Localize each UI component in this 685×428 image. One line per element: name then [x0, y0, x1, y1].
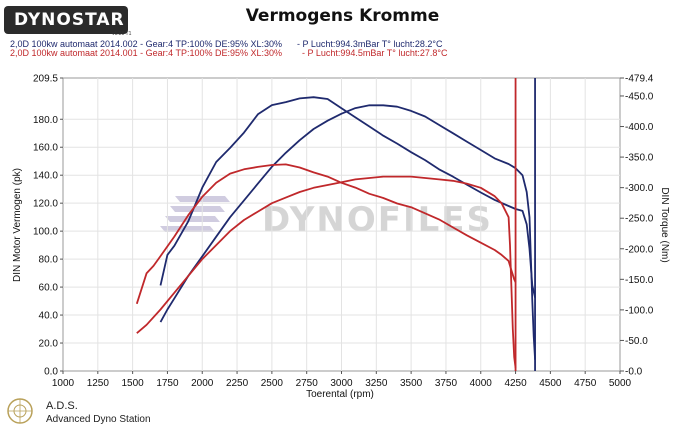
x-tick-label: 2500 — [261, 378, 284, 389]
y2-tick-label: -300.0 — [625, 183, 654, 194]
y2-tick-label: -450.0 — [625, 91, 654, 102]
dynofiles-watermark: DYNOFILES — [160, 196, 493, 240]
dynostar-logo: DYNOSTAR — [4, 6, 128, 34]
y2-tick-label: -479.4 — [625, 74, 654, 85]
x-tick-label: 5000 — [609, 378, 632, 389]
series-run2-power — [136, 175, 517, 369]
svg-text:DYNOFILES: DYNOFILES — [262, 200, 493, 240]
y2-tick-label: -250.0 — [625, 214, 654, 225]
y2-tick-label: -100.0 — [625, 305, 654, 316]
footer-subtitle: Advanced Dyno Station — [46, 414, 151, 425]
y-tick-label: 80.0 — [39, 255, 59, 266]
y-axis-label: DIN Motor Vermogen (pk) — [12, 168, 23, 282]
x-tick-label: 4500 — [539, 378, 562, 389]
x-tick-label: 2250 — [226, 378, 249, 389]
y-tick-label: 209.5 — [33, 74, 58, 85]
footer-brand: A.D.S. — [46, 400, 78, 412]
y-tick-label: 40.0 — [39, 311, 59, 322]
y2-tick-label: -50.0 — [625, 336, 648, 347]
x-tick-label: 3750 — [435, 378, 458, 389]
x-tick-label: 1250 — [87, 378, 110, 389]
series-run1-torque — [159, 96, 536, 298]
x-tick-label: 3250 — [365, 378, 388, 389]
chart-title: Vermogens Kromme — [245, 6, 440, 26]
x-tick-label: 4250 — [504, 378, 527, 389]
y-tick-label: 160.0 — [33, 143, 58, 154]
x-axis-label: Toerental (rpm) — [306, 389, 374, 400]
y2-tick-label: -350.0 — [625, 153, 654, 164]
logo-text: DYNOSTAR — [14, 10, 125, 30]
run-legend-1: 2,0D 100kw automaat 2014.002 - Gear:4 TP… — [10, 39, 443, 49]
y-tick-label: 60.0 — [39, 283, 59, 294]
x-tick-label: 4750 — [574, 378, 597, 389]
y2-tick-label: -400.0 — [625, 122, 654, 133]
logo-version: v1.38 T1 — [112, 31, 132, 37]
run-legend-2: 2,0D 100kw automaat 2014.001 - Gear:4 TP… — [10, 48, 448, 58]
series-run1-power — [159, 104, 536, 360]
y2-axis-label: DIN Torque (Nm) — [659, 187, 670, 262]
y-tick-label: 20.0 — [39, 339, 59, 350]
x-tick-label: 1000 — [52, 378, 75, 389]
y-tick-label: 0.0 — [44, 367, 58, 378]
x-tick-label: 2000 — [191, 378, 214, 389]
x-tick-label: 1750 — [156, 378, 179, 389]
dyno-chart: DYNOFILES 1000 1250 1500 1750 2000 2250 2500 27… — [12, 74, 670, 401]
ads-seal-icon — [7, 398, 33, 424]
x-tick-label: 3000 — [330, 378, 353, 389]
x-tick-label: 4000 — [470, 378, 493, 389]
y-tick-label: 140.0 — [33, 171, 58, 182]
y2-tick-label: -200.0 — [625, 244, 654, 255]
x-tick-label: 2750 — [296, 378, 319, 389]
y-tick-label: 180.0 — [33, 115, 58, 126]
y2-tick-label: -0.0 — [625, 367, 643, 378]
y2-tick-label: -150.0 — [625, 275, 654, 286]
series-run2-torque — [135, 163, 517, 305]
y-tick-label: 120.0 — [33, 199, 58, 210]
y-tick-label: 100.0 — [33, 227, 58, 238]
x-tick-label: 1500 — [122, 378, 145, 389]
x-tick-label: 3500 — [400, 378, 423, 389]
